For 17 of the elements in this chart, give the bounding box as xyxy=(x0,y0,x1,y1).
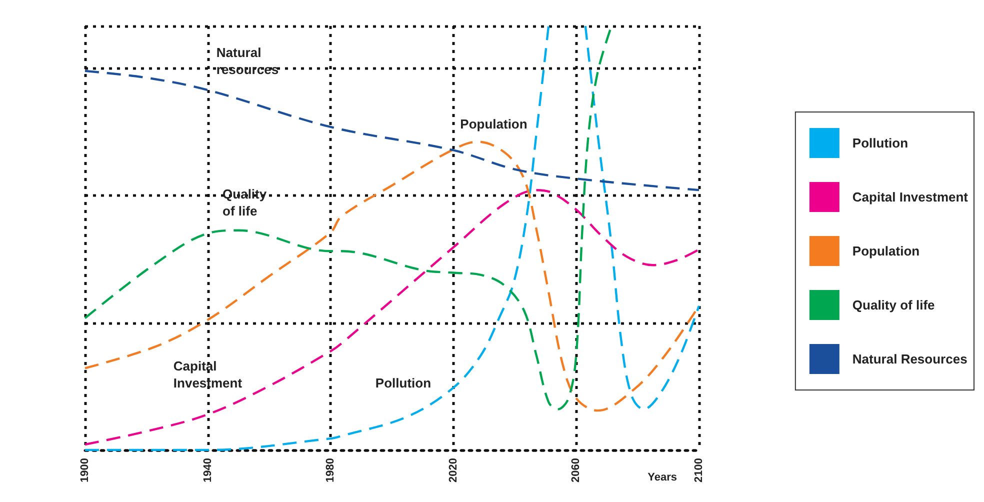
legend-label: Population xyxy=(852,244,920,258)
x-tick-label: 1940 xyxy=(202,458,214,482)
x-tick-label: 2100 xyxy=(693,458,705,482)
annotation: Pollution xyxy=(375,376,432,391)
x-tick-label: 1900 xyxy=(79,458,91,482)
annotation: Quality of life xyxy=(222,186,268,218)
x-axis-title: Years xyxy=(648,472,677,484)
legend-label: Capital Investment xyxy=(852,190,969,204)
legend-label: Pollution xyxy=(852,136,908,150)
x-tick-label: 1980 xyxy=(324,458,337,482)
x-tick-label: 2020 xyxy=(447,458,460,482)
x-tick-label: 2060 xyxy=(570,458,582,482)
annotation: Population xyxy=(460,116,528,132)
annotation: Capital Investment xyxy=(173,358,243,391)
annotation: Natural resources xyxy=(216,44,279,77)
legend-label: Natural Resources xyxy=(852,352,968,366)
legend-label: Quality of life xyxy=(852,298,935,312)
